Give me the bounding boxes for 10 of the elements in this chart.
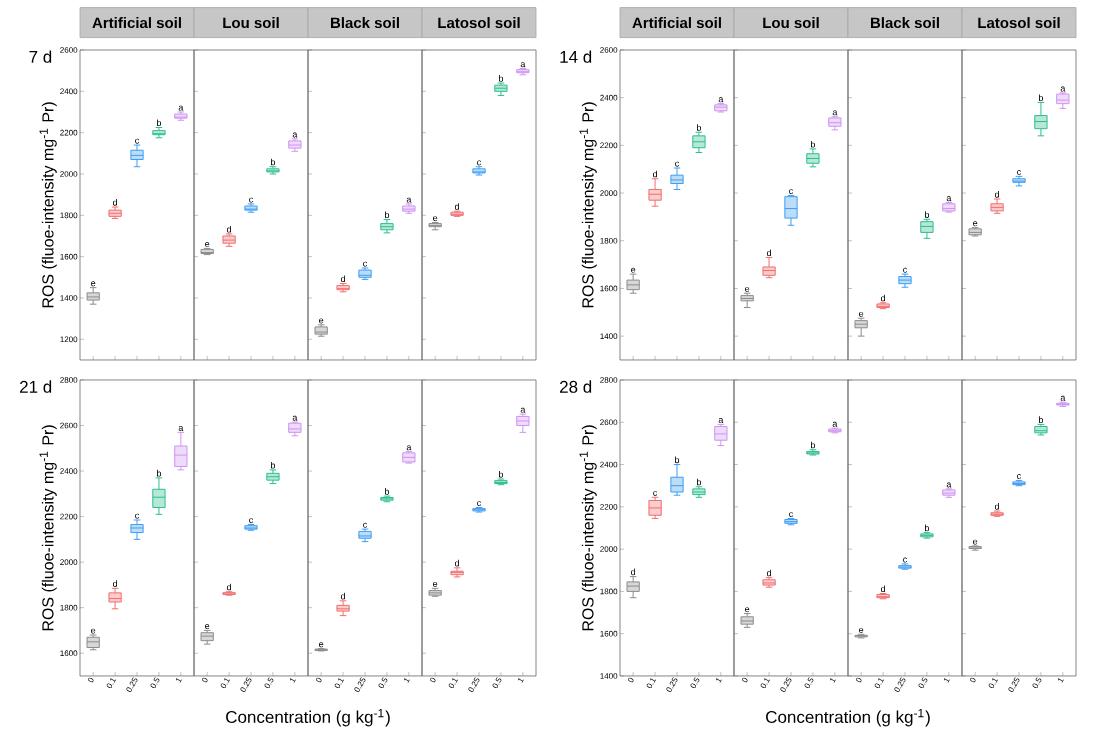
x-axis-title: Concentration (g kg$^{-1}$)	[766, 709, 930, 727]
text: 14 d	[560, 50, 592, 63]
text: 7 d	[29, 50, 52, 63]
text: 21 d	[20, 380, 52, 393]
y-axis-title: ROS (fluoe-intensity mg$^{-1}$ Pr)	[39, 102, 57, 308]
y-axis-title: ROS (fluoe-intensity mg$^{-1}$ Pr)	[39, 425, 57, 631]
text: 28 d	[560, 380, 592, 393]
x-axis-title: Concentration (g kg$^{-1}$)	[226, 709, 390, 727]
y-axis-title: ROS (fluoe-intensity mg$^{-1}$ Pr)	[579, 425, 597, 631]
y-axis-title: ROS (fluoe-intensity mg$^{-1}$ Pr)	[579, 102, 597, 308]
